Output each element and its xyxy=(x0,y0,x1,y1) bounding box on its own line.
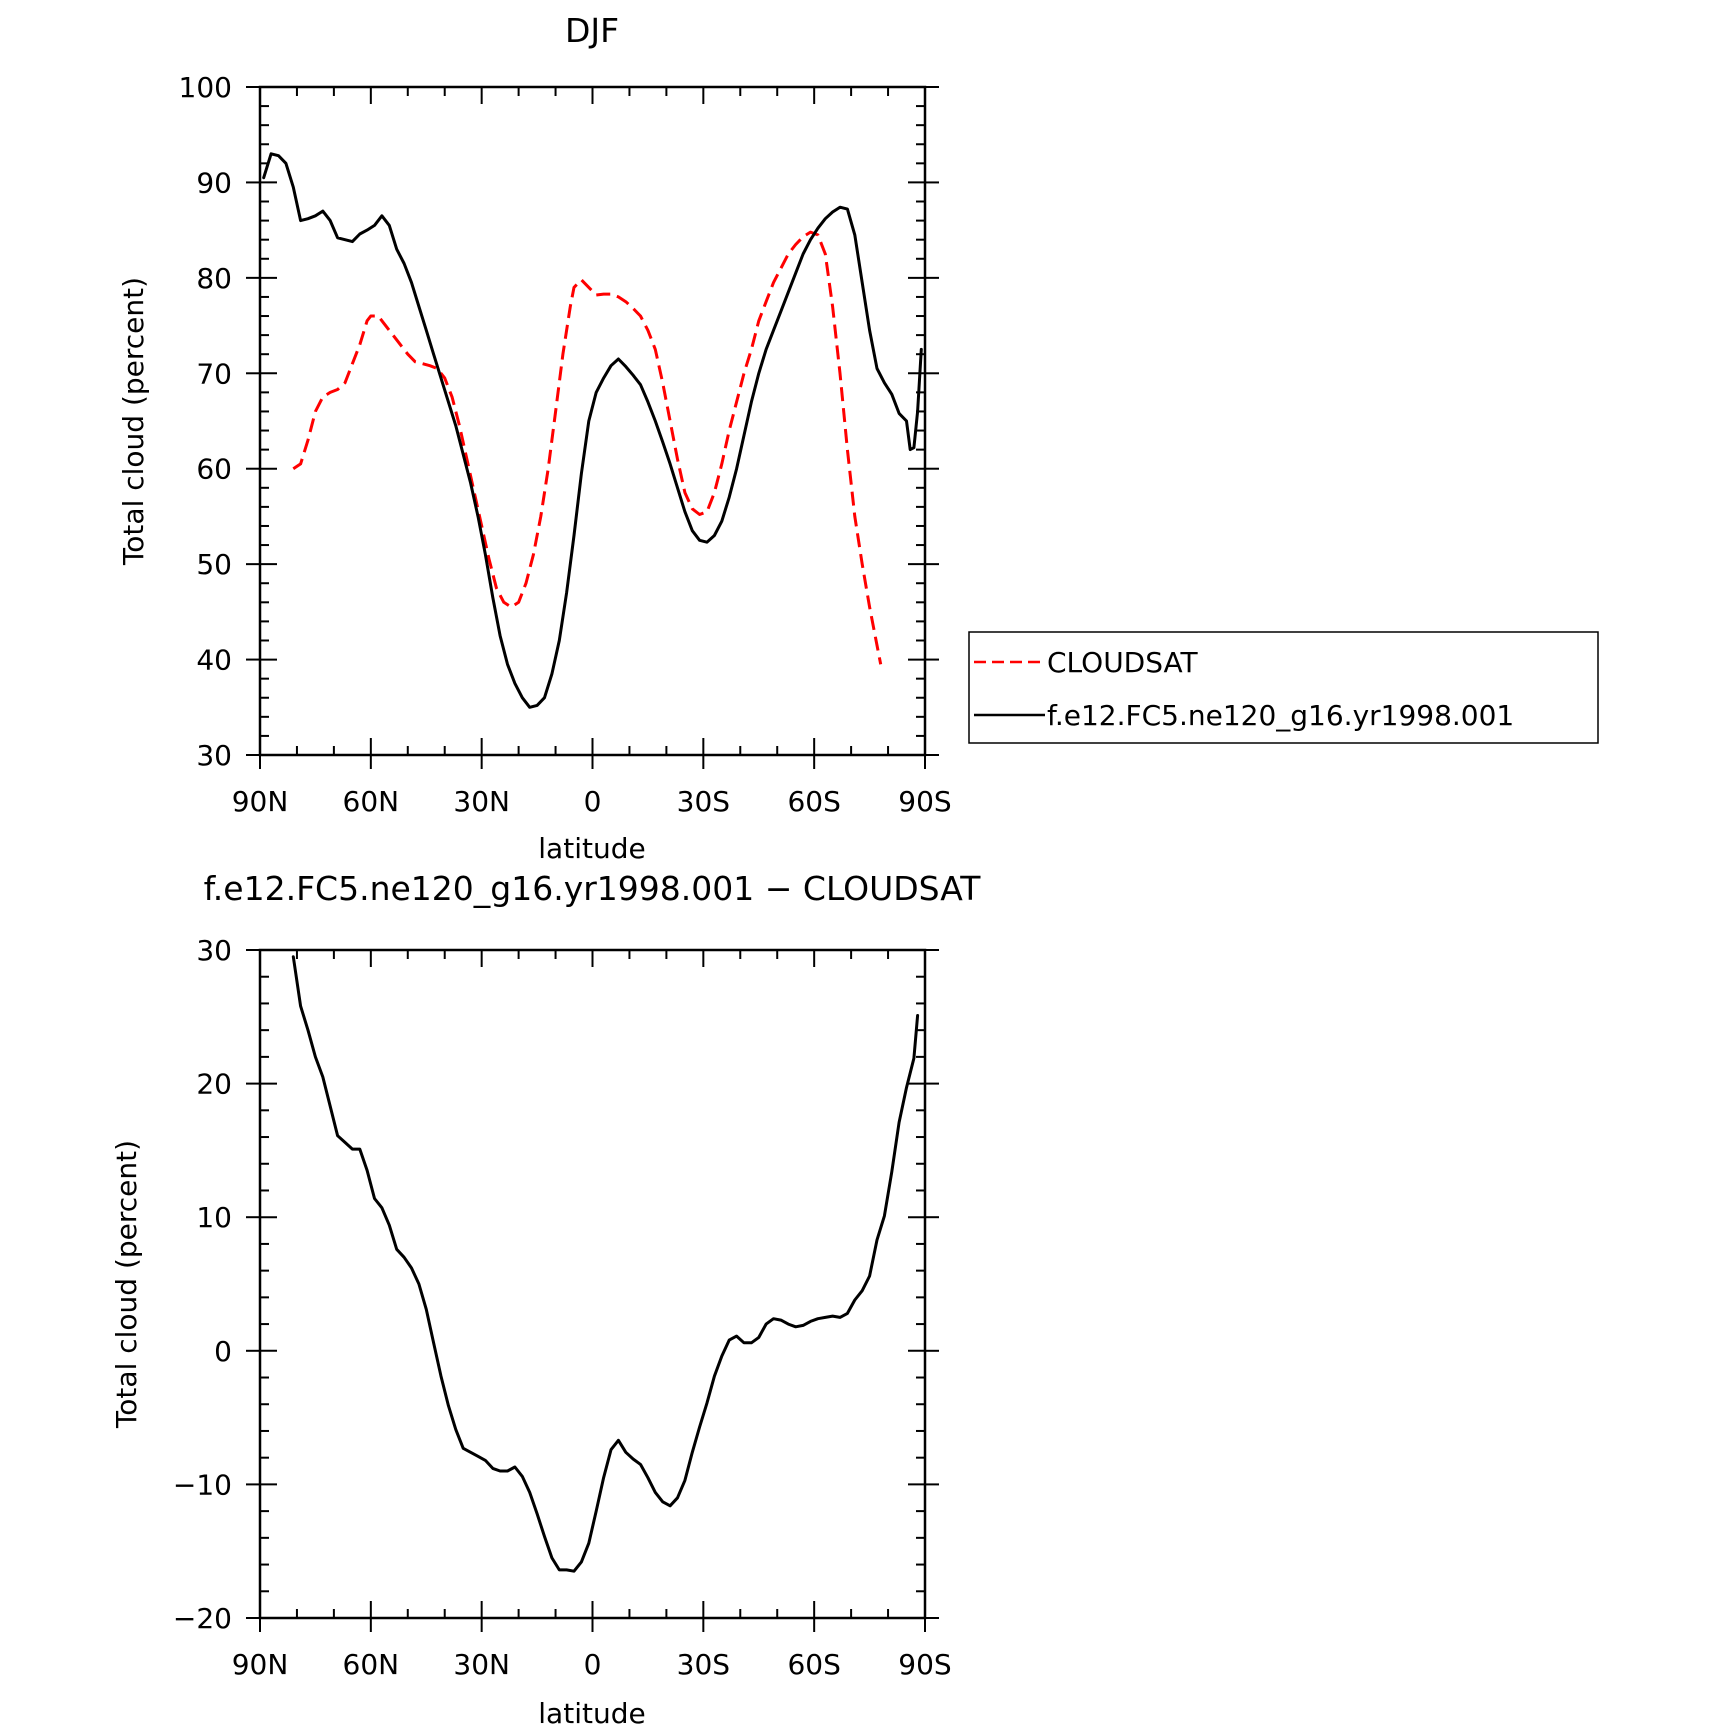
legend-box xyxy=(968,631,1599,744)
x-tick-label: 0 xyxy=(584,1648,602,1681)
y-tick-label: −20 xyxy=(173,1602,232,1635)
y-tick-label: 0 xyxy=(214,1335,232,1368)
y-tick-label: 70 xyxy=(196,357,232,390)
difference-chart-title: f.e12.FC5.ne120_g16.yr1998.001 − CLOUDSA… xyxy=(204,869,982,908)
x-tick-label: 30N xyxy=(453,1648,510,1681)
top-x-axis-title: latitude xyxy=(538,832,645,865)
y-tick-label: 10 xyxy=(196,1201,232,1234)
y-tick-label: 50 xyxy=(196,548,232,581)
y-tick-label: 30 xyxy=(196,739,232,772)
x-tick-label: 60N xyxy=(343,785,400,818)
difference-line-chart: f.e12.FC5.ne120_g16.yr1998.001 − CLOUDSA… xyxy=(110,869,981,1730)
x-tick-label: 90N xyxy=(232,785,289,818)
legend-label-cloudsat: CLOUDSAT xyxy=(1047,646,1199,679)
top-tick-marks xyxy=(246,86,939,769)
top-line-chart: DJF 90N 60N 30N 0 30S 60S 90S 30 40 50 60 70 80 90 10… xyxy=(117,11,1599,865)
difference-series xyxy=(291,955,920,1573)
y-tick-label: 100 xyxy=(179,71,232,104)
top-series-line-1 xyxy=(262,152,923,709)
y-tick-label: 90 xyxy=(196,166,232,199)
top-y-axis-title: Total cloud (percent) xyxy=(117,277,150,566)
y-tick-label: 30 xyxy=(196,934,232,967)
difference-x-tick-labels: 90N 60N 30N 0 30S 60S 90S xyxy=(232,1648,952,1681)
legend: CLOUDSAT f.e12.FC5.ne120_g16.yr1998.001 xyxy=(968,631,1599,744)
top-series xyxy=(262,152,923,709)
top-series-line-0 xyxy=(292,230,883,665)
top-chart-title: DJF xyxy=(565,11,619,50)
x-tick-label: 60N xyxy=(343,1648,400,1681)
legend-label-model: f.e12.FC5.ne120_g16.yr1998.001 xyxy=(1047,699,1514,732)
y-tick-label: 40 xyxy=(196,644,232,677)
y-tick-label: −10 xyxy=(173,1468,232,1501)
x-tick-label: 30N xyxy=(453,785,510,818)
x-tick-label: 60S xyxy=(787,1648,840,1681)
difference-x-axis-title: latitude xyxy=(538,1697,645,1730)
y-tick-label: 20 xyxy=(196,1068,232,1101)
difference-series-line-0 xyxy=(291,955,920,1573)
x-tick-label: 90S xyxy=(898,785,951,818)
x-tick-label: 90S xyxy=(898,1648,951,1681)
x-tick-label: 60S xyxy=(787,785,840,818)
x-tick-label: 30S xyxy=(677,785,730,818)
difference-tick-marks xyxy=(246,949,939,1632)
difference-y-tick-labels: −20 −10 0 10 20 30 xyxy=(173,934,232,1635)
y-tick-label: 80 xyxy=(196,262,232,295)
difference-y-axis-title: Total cloud (percent) xyxy=(110,1140,143,1429)
top-y-tick-labels: 30 40 50 60 70 80 90 100 xyxy=(179,71,232,772)
x-tick-label: 90N xyxy=(232,1648,289,1681)
x-tick-label: 0 xyxy=(584,785,602,818)
x-tick-label: 30S xyxy=(677,1648,730,1681)
y-tick-label: 60 xyxy=(196,453,232,486)
top-x-tick-labels: 90N 60N 30N 0 30S 60S 90S xyxy=(232,785,952,818)
